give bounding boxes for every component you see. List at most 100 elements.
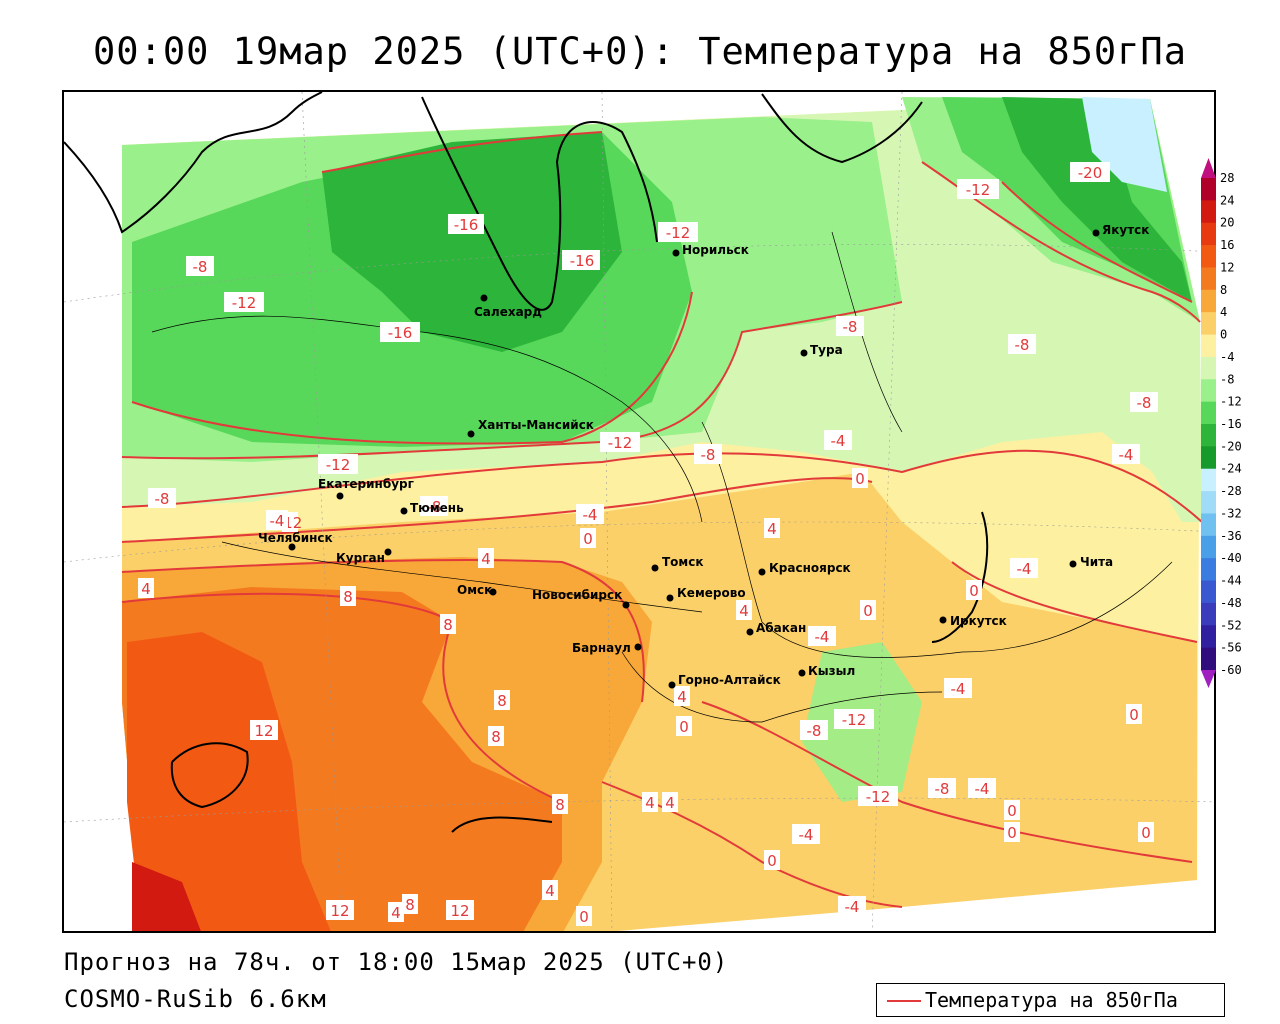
contour-label: -4 <box>808 626 836 646</box>
contour-label: 4 <box>388 902 404 922</box>
svg-text:Тюмень: Тюмень <box>410 501 464 515</box>
contour-label: -12 <box>224 292 264 312</box>
colorbar-cell <box>1201 580 1216 604</box>
svg-text:Тура: Тура <box>810 343 843 357</box>
svg-text:-12: -12 <box>842 711 867 729</box>
svg-text:-16: -16 <box>388 324 413 342</box>
city-khanty-mansiysk: Ханты-Мансийск <box>467 418 594 438</box>
svg-text:Чита: Чита <box>1080 555 1113 569</box>
contour-label: 0 <box>1004 822 1020 842</box>
svg-text:4: 4 <box>677 688 687 706</box>
svg-text:Кызыл: Кызыл <box>808 664 855 678</box>
contour-label: -8 <box>186 256 214 276</box>
svg-text:-12: -12 <box>666 224 691 242</box>
svg-text:Омск: Омск <box>457 583 492 597</box>
contour-label: -4 <box>968 778 996 798</box>
colorbar-cell <box>1201 625 1216 649</box>
svg-text:4: 4 <box>645 794 655 812</box>
svg-text:0: 0 <box>579 908 589 926</box>
contour-label: 0 <box>576 906 592 926</box>
colorbar-tick-label: -16 <box>1220 417 1242 431</box>
svg-text:-4: -4 <box>975 780 990 798</box>
contour-label: 4 <box>764 518 780 538</box>
zone-red <box>132 862 201 931</box>
colorbar-top-arrow <box>1201 158 1216 178</box>
svg-text:0: 0 <box>863 602 873 620</box>
temperature-isotherms <box>121 131 1203 908</box>
zone-dark-green <box>322 132 622 352</box>
city-chita: Чита <box>1069 555 1113 569</box>
svg-text:-4: -4 <box>799 826 814 844</box>
contour-label: -8 <box>928 778 956 798</box>
svg-text:Курган: Курган <box>336 551 385 565</box>
svg-text:Кемерово: Кемерово <box>677 586 746 600</box>
svg-text:Барнаул: Барнаул <box>572 641 631 655</box>
city-kyzyl: Кызыл <box>798 664 855 678</box>
colorbar-tick-label: -32 <box>1220 506 1242 520</box>
svg-text:-16: -16 <box>454 216 479 234</box>
contour-label: 8 <box>494 690 510 710</box>
svg-text:0: 0 <box>767 852 777 870</box>
svg-text:-4: -4 <box>270 512 285 530</box>
contour-label: -4 <box>824 430 852 450</box>
svg-text:-12: -12 <box>232 294 257 312</box>
colorbar-cell <box>1201 267 1216 291</box>
city-barnaul: Барнаул <box>572 641 642 655</box>
svg-text:4: 4 <box>545 882 555 900</box>
svg-text:Горно-Алтайск: Горно-Алтайск <box>678 673 781 687</box>
svg-text:0: 0 <box>855 470 865 488</box>
svg-text:Челябинск: Челябинск <box>258 531 333 545</box>
contour-label: 4 <box>674 686 690 706</box>
colorbar-cell <box>1201 446 1216 470</box>
svg-text:0: 0 <box>1007 824 1017 842</box>
svg-text:-4: -4 <box>583 506 598 524</box>
contour-label: 0 <box>580 528 596 548</box>
svg-text:-12: -12 <box>966 181 991 199</box>
contour-label: -4 <box>266 510 288 530</box>
svg-text:8: 8 <box>343 588 353 606</box>
colorbar-cell <box>1201 602 1216 626</box>
colorbar-cell <box>1201 178 1216 201</box>
contour-labels: -20 -16 -16 -16 -12 -12 -12 -12 -12 -12 … <box>138 162 1158 926</box>
contour-label: -12 <box>658 222 698 242</box>
svg-text:4: 4 <box>141 580 151 598</box>
contour-label: 8 <box>402 894 418 914</box>
svg-text:-20: -20 <box>1078 164 1103 182</box>
model-info: COSMO-RuSib 6.6км <box>64 985 327 1013</box>
colorbar-cell <box>1201 535 1216 559</box>
svg-text:Якутск: Якутск <box>1102 223 1149 237</box>
svg-text:-12: -12 <box>866 788 891 806</box>
city-salekhard: Салехард <box>474 294 542 319</box>
svg-text:Норильск: Норильск <box>682 243 749 257</box>
svg-text:0: 0 <box>1141 824 1151 842</box>
temperature-colorbar: 28 24 20 16 12 8 4 0 -4 -8 -12 -16 -20 -24 -28 -32 -36 -4… <box>1201 158 1242 688</box>
contour-label: -16 <box>380 322 420 342</box>
legend: Температура на 850гПа <box>876 983 1225 1017</box>
svg-text:4: 4 <box>665 794 675 812</box>
colorbar-cell <box>1201 468 1216 492</box>
colorbar-cell <box>1201 222 1216 246</box>
svg-text:8: 8 <box>497 692 507 710</box>
svg-text:0: 0 <box>583 530 593 548</box>
contour-label: -8 <box>1130 392 1158 412</box>
svg-text:12: 12 <box>450 902 469 920</box>
colorbar-tick-label: -24 <box>1220 462 1242 476</box>
svg-text:-4: -4 <box>831 432 846 450</box>
svg-text:4: 4 <box>481 550 491 568</box>
contour-label: -16 <box>562 250 600 270</box>
colorbar-ticks: 28 24 20 16 12 8 4 0 -4 -8 -12 -16 -20 -24 -28 -32 -36 -4… <box>1220 171 1242 677</box>
city-irkutsk: Иркутск <box>939 614 1007 628</box>
svg-text:4: 4 <box>391 904 401 922</box>
contour-label: -8 <box>1008 334 1036 354</box>
city-norilsk: Норильск <box>672 243 749 257</box>
contour-label: -8 <box>694 444 722 464</box>
contour-label: -8 <box>800 720 828 740</box>
svg-text:4: 4 <box>739 602 749 620</box>
contour-label: 4 <box>542 880 558 900</box>
contour-label: 8 <box>340 586 356 606</box>
city-chelyabinsk: Челябинск <box>258 531 333 551</box>
temperature-map: -20 -16 -16 -16 -12 -12 -12 -12 -12 -12 … <box>62 90 1216 933</box>
colorbar-tick-label: -60 <box>1220 663 1242 677</box>
svg-text:8: 8 <box>443 616 453 634</box>
forecast-info: Прогноз на 78ч. от 18:00 15мар 2025 (UTC… <box>64 948 729 976</box>
